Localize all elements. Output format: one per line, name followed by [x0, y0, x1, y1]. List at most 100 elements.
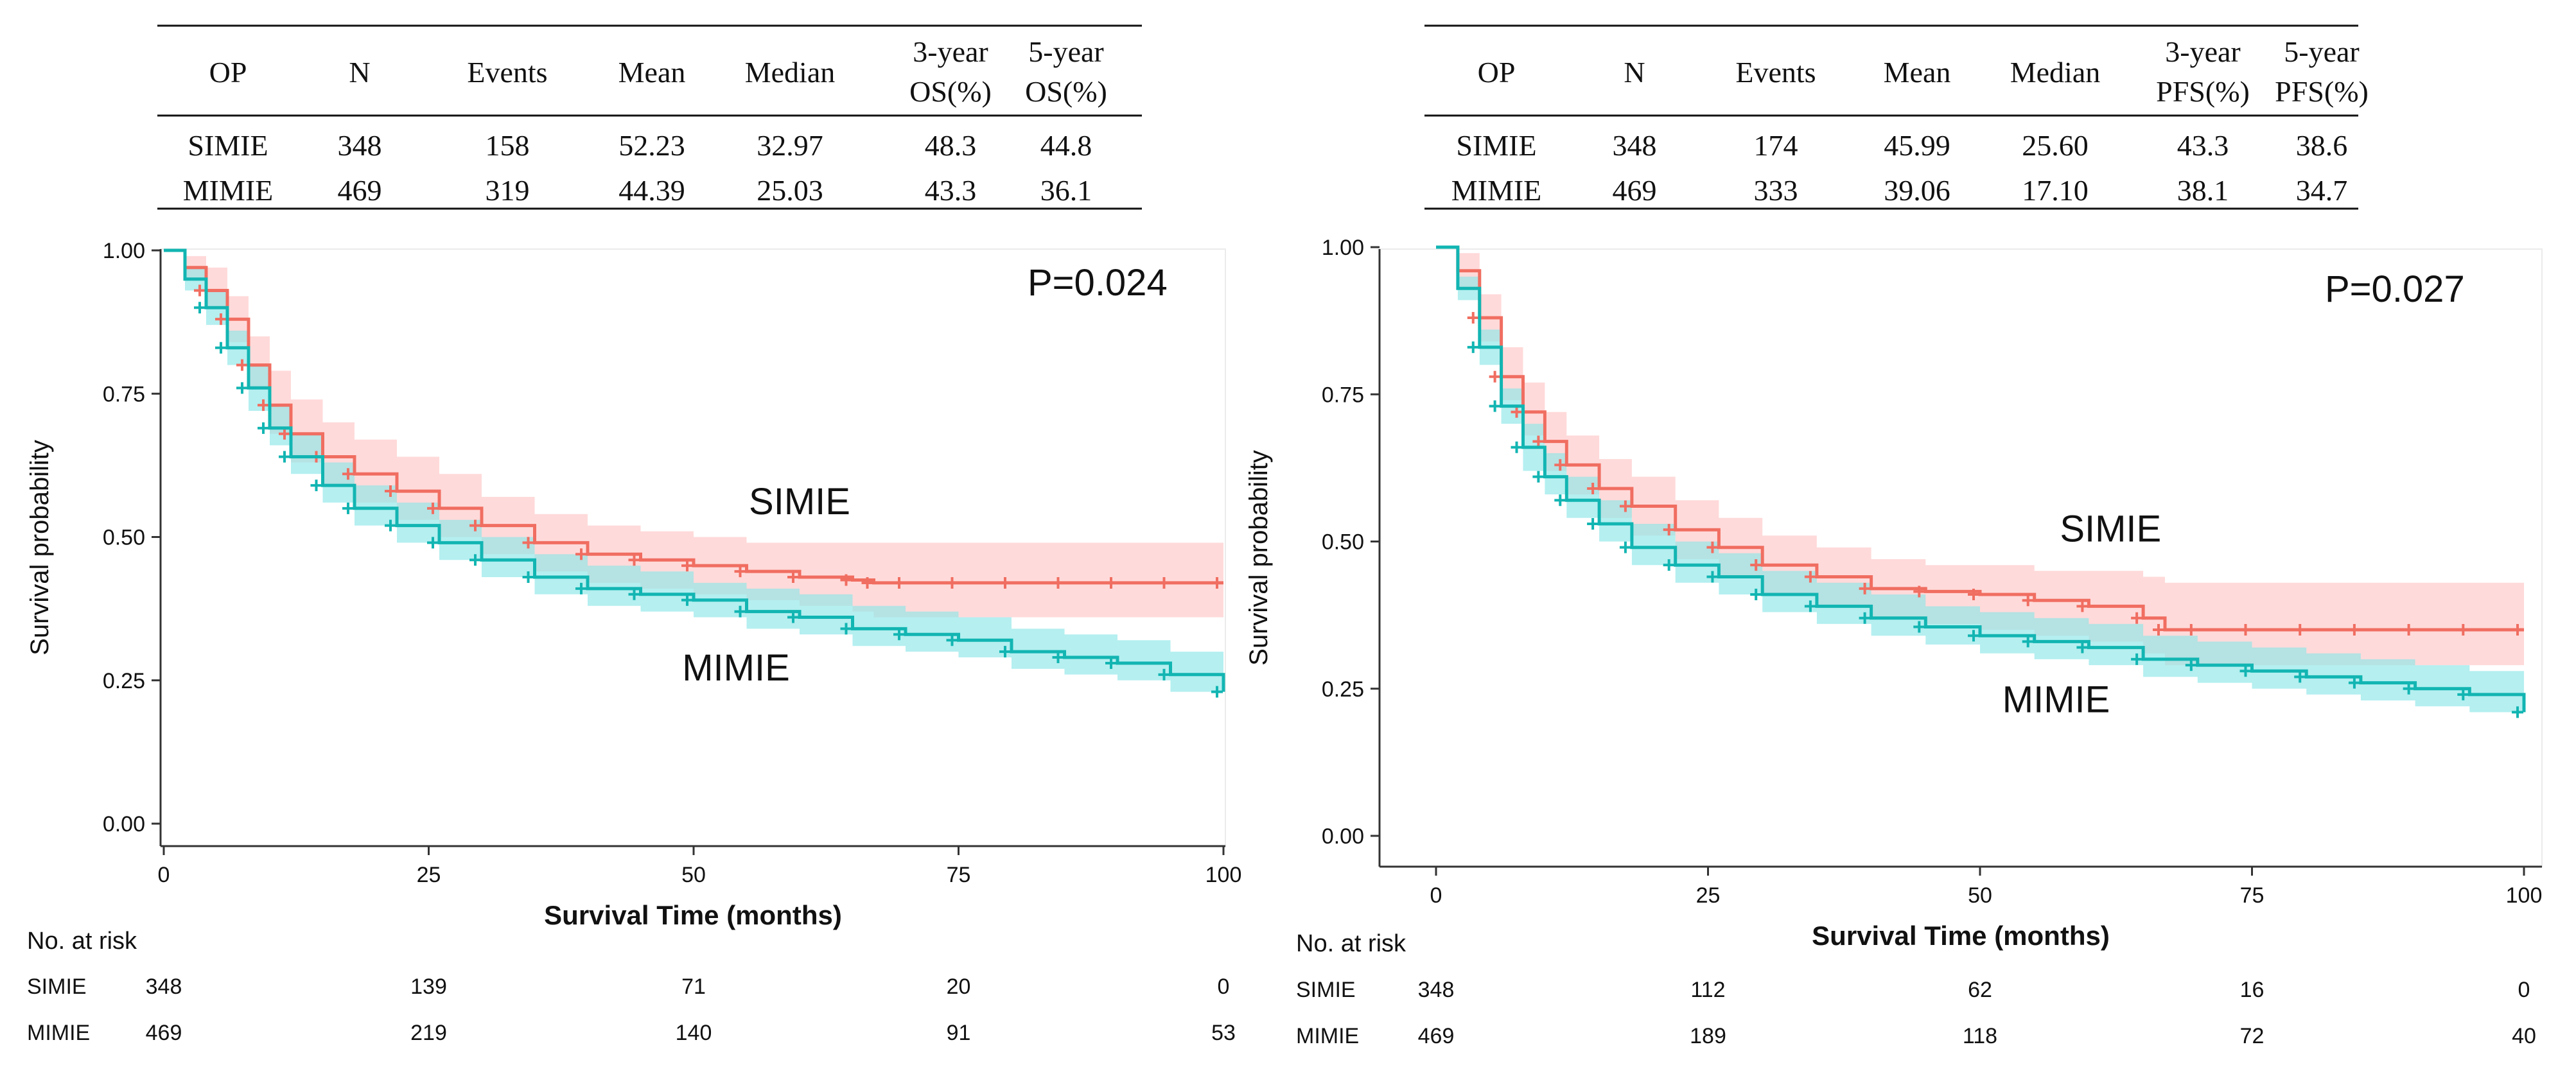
censor-mark: [1750, 559, 1762, 571]
censor-mark: [840, 623, 852, 635]
series-label-mimie: MIMIE: [682, 647, 790, 689]
censor-mark: [522, 537, 534, 549]
table-cell: 45.99: [1884, 129, 1950, 162]
censor-marks-mimie: [194, 302, 1223, 698]
censor-mark: [1663, 524, 1675, 536]
table-header-cell: Events: [1735, 56, 1816, 89]
risk-count: 72: [2240, 1024, 2265, 1048]
censor-mark: [194, 302, 206, 314]
censor-marks-simie: [194, 284, 1223, 589]
table-cell: 38.1: [2177, 174, 2229, 207]
risk-count: 20: [947, 975, 971, 999]
table-header-cell: 5-year PFS(%): [2275, 35, 2369, 108]
y-tick-label: 0.00: [103, 812, 145, 836]
table-cell: 333: [1754, 174, 1798, 207]
plot-panel: [1379, 248, 2543, 867]
risk-count: 16: [2240, 978, 2265, 1002]
y-tick-label: 0.00: [1322, 824, 1364, 849]
risk-count: 91: [947, 1021, 971, 1045]
censor-mark: [681, 560, 693, 572]
censor-mark: [628, 554, 640, 566]
censor-mark: [385, 485, 396, 498]
censor-mark: [2512, 624, 2523, 636]
series-label-simie: SIMIE: [749, 481, 850, 523]
y-tick-label: 0.25: [1322, 677, 1364, 702]
censor-mark: [1619, 541, 1631, 553]
censor-mark: [1968, 589, 1979, 601]
x-tick-label: 100: [1205, 863, 1242, 887]
risk-count: 71: [681, 975, 706, 999]
risk-row-label: SIMIE: [27, 975, 87, 999]
table-header-cell: Events: [467, 56, 547, 89]
censor-mark: [258, 422, 269, 434]
censor-mark: [1968, 630, 1979, 642]
censor-mark: [575, 548, 587, 560]
censor-mark: [522, 571, 534, 584]
series-label-mimie: MIMIE: [2002, 679, 2110, 720]
censor-mark: [2348, 677, 2360, 689]
censor-mark: [1663, 559, 1675, 571]
censor-mark: [2022, 594, 2034, 607]
censor-mark: [1859, 582, 1871, 594]
table-cell: 469: [1613, 174, 1657, 207]
risk-row-label: SIMIE: [1296, 978, 1356, 1002]
censor-mark: [1804, 600, 1816, 612]
y-tick-label: 0.75: [103, 382, 145, 406]
censor-mark: [1706, 571, 1719, 583]
survival-curve-mimie: [1436, 245, 2526, 713]
y-tick-label: 0.50: [1322, 530, 1364, 555]
censor-mark: [1554, 494, 1566, 507]
table-header-cell: Mean: [1884, 56, 1951, 89]
series-label-simie: SIMIE: [2060, 508, 2161, 550]
censor-mark: [2239, 665, 2252, 677]
censor-mark: [469, 519, 481, 532]
censor-mark: [469, 554, 481, 566]
x-tick-label: 100: [2506, 883, 2543, 908]
risk-count: 469: [1418, 1024, 1455, 1048]
table-cell: 17.10: [2022, 174, 2089, 207]
censor-mark: [1467, 312, 1479, 324]
risk-count: 0: [2518, 978, 2530, 1002]
censor-mark: [2294, 624, 2306, 636]
censor-mark: [1587, 517, 1599, 530]
censor-mark: [1532, 435, 1545, 447]
censor-mark: [1511, 406, 1523, 418]
censor-mark: [999, 646, 1011, 658]
table-cell: 44.8: [1040, 129, 1092, 162]
ci-band-simie: [164, 250, 1223, 618]
censor-mark: [946, 576, 958, 589]
risk-table: No. at risk SIMIE 348 112 62 16 0 MIMIE 469 189 11…: [1296, 930, 2536, 1048]
table-header-cell: 5-year OS(%): [1025, 35, 1107, 108]
censor-mark: [1052, 652, 1064, 664]
censor-mark: [1859, 612, 1871, 624]
table-cell: MIMIE: [183, 174, 274, 207]
x-tick-label: 25: [417, 863, 441, 887]
censor-mark: [385, 519, 396, 532]
y-tick-label: 0.75: [1322, 383, 1364, 407]
table-cell: 469: [338, 174, 382, 207]
stats-table: OP N Events Mean Median 3-year PFS(%) 5-year PFS…: [1424, 24, 2369, 210]
y-tick-label: 1.00: [1322, 236, 1364, 260]
censor-mark: [279, 451, 290, 463]
censor-mark: [861, 576, 873, 589]
censor-mark: [946, 634, 958, 646]
censor-mark: [2348, 624, 2360, 636]
table-cell: 38.6: [2296, 129, 2348, 162]
table-cell: 25.60: [2022, 129, 2089, 162]
x-tick-label: 0: [1430, 883, 1442, 908]
censor-mark: [1105, 576, 1117, 589]
table-header-cell: OP: [1478, 56, 1516, 89]
censor-mark: [1211, 576, 1223, 589]
risk-count: 348: [146, 975, 182, 999]
censor-mark: [2076, 600, 2089, 612]
censor-mark: [1554, 459, 1566, 471]
censor-mark: [734, 605, 746, 618]
table-cell: 32.97: [757, 129, 823, 162]
censor-mark: [1052, 576, 1064, 589]
censor-mark: [2022, 636, 2034, 648]
censor-mark: [2131, 612, 2143, 624]
risk-count: 118: [1963, 1024, 1997, 1048]
axes: 0.00 0.25 0.50 0.75 1.00 0 25 50 75 100 Survival T…: [1245, 236, 2542, 951]
censor-mark: [342, 502, 354, 514]
stats-table: OP N Events Mean Median 3-year OS(%) 5-year OS(%…: [157, 24, 1142, 210]
